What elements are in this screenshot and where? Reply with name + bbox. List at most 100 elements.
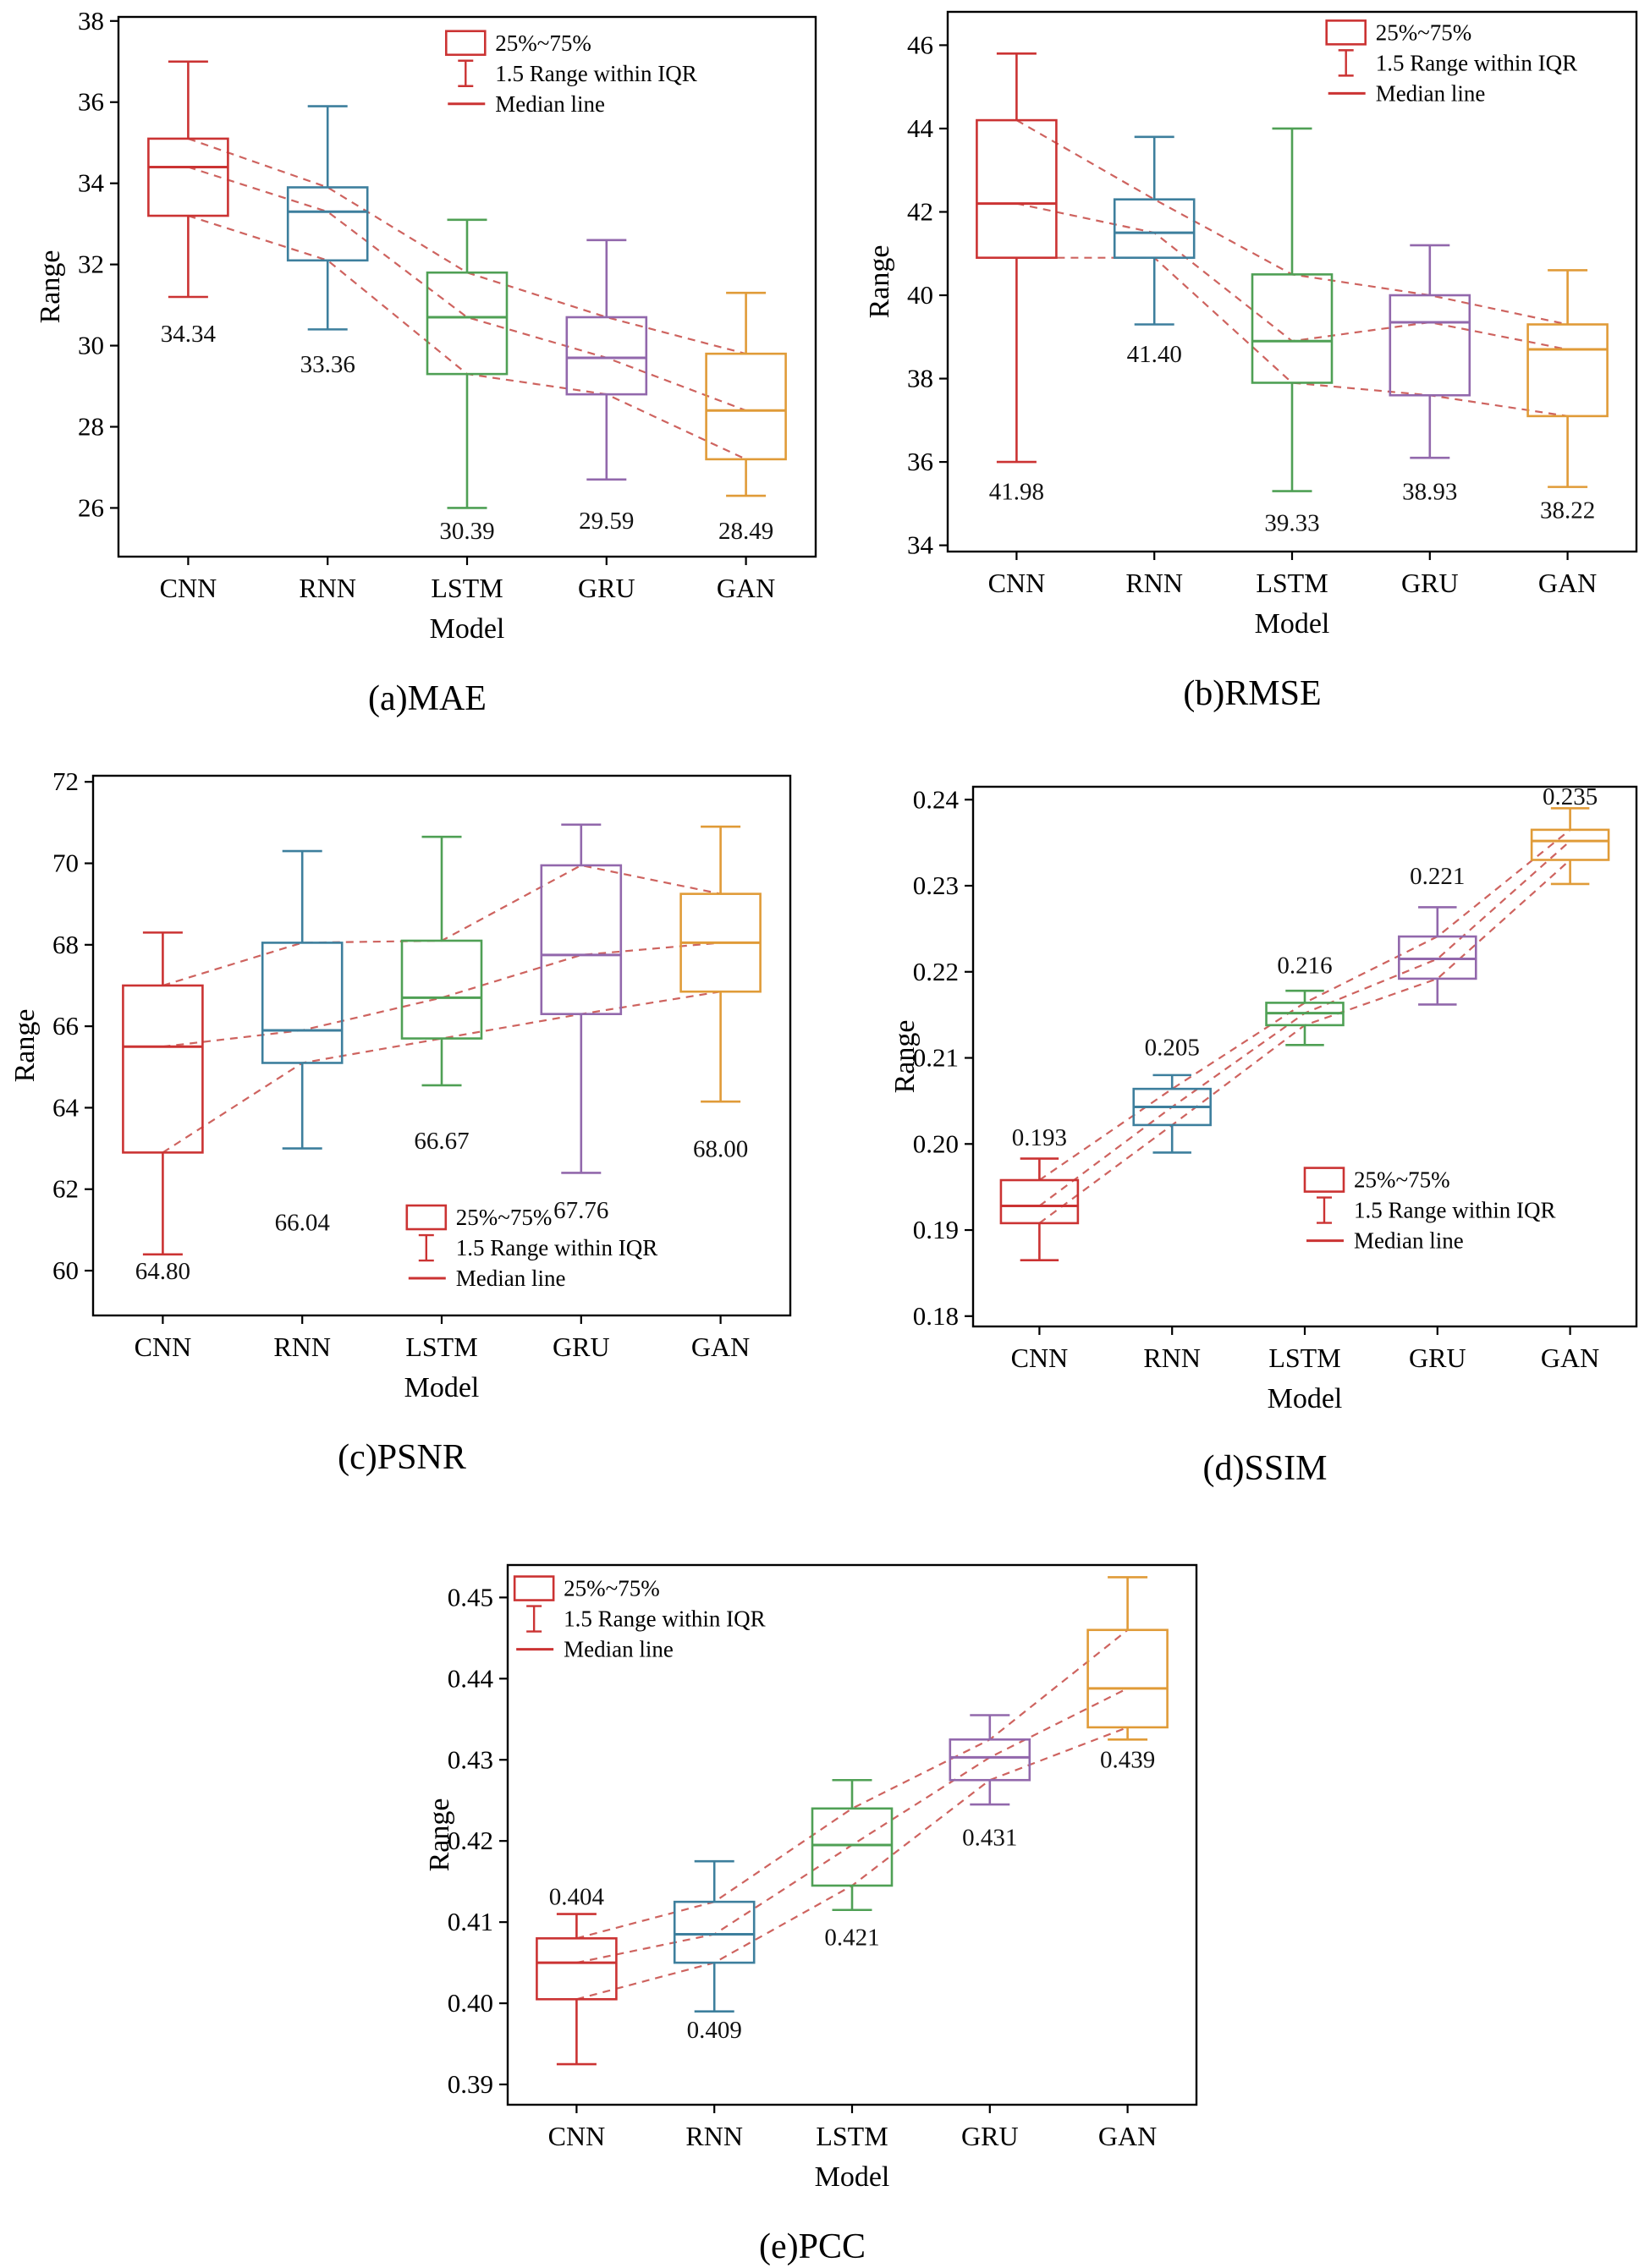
x-tick-label: LSTM <box>816 2121 888 2151</box>
box-cnn <box>147 60 229 299</box>
caption-rmse: (b)RMSE <box>1183 674 1322 713</box>
box-cnn <box>536 1913 618 2066</box>
iqr-box <box>400 939 483 1040</box>
legend-label-iqr: 25%~75% <box>456 1205 553 1230</box>
y-tick-label: 66 <box>52 1011 79 1041</box>
legend-label-iqr: 25%~75% <box>495 30 591 56</box>
value-label: 41.40 <box>1127 341 1182 368</box>
y-tick-label: 0.44 <box>448 1663 494 1693</box>
y-tick-label: 40 <box>907 280 933 310</box>
legend-label-iqr: 25%~75% <box>564 1576 660 1601</box>
iqr-box <box>1530 828 1610 861</box>
legend-label-median: Median line <box>456 1266 566 1291</box>
boxplot-ssim: 0.193 0.205 0.216 0.221 0.235 0.18 0.19 0.20 0.2… <box>880 777 1650 1428</box>
legend: 25%~75% 1.5 Range within IQR Median line <box>513 1575 766 1662</box>
panel-rmse: 41.98 41.40 39.33 38.93 38.22 34 36 38 40 42 44 46 C… <box>855 2 1650 714</box>
value-label: 38.22 <box>1540 497 1595 524</box>
legend-whisker-icon <box>1338 49 1354 77</box>
value-label: 66.04 <box>275 1209 331 1236</box>
box-lstm <box>1265 989 1345 1046</box>
y-axis-label: Range <box>864 245 895 319</box>
y-tick-label: 0.18 <box>913 1301 959 1331</box>
y-axis-label: Range <box>424 1798 455 1872</box>
value-label: 67.76 <box>553 1197 608 1224</box>
box-rnn <box>261 849 344 1150</box>
boxplot-svg: 34.34 33.36 30.39 29.59 28.49 26 28 30 32 34 36 38 C… <box>35 6 817 645</box>
x-tick-label: GRU <box>1409 1343 1466 1373</box>
legend-label-range: 1.5 Range within IQR <box>564 1606 765 1632</box>
value-label: 41.98 <box>989 479 1044 506</box>
x-tick-label: CNN <box>160 573 217 603</box>
trend-line-q3 <box>576 1628 1129 1940</box>
x-tick-label: GRU <box>553 1332 610 1362</box>
iqr-box <box>1086 1628 1169 1729</box>
box-lstm <box>1251 127 1334 492</box>
y-tick-label: 0.43 <box>448 1744 493 1774</box>
value-label: 0.221 <box>1410 863 1465 890</box>
legend-box-icon <box>444 30 487 57</box>
legend-whisker-icon <box>526 1605 542 1633</box>
box-rnn <box>286 105 369 331</box>
boxplot-svg: 64.80 66.04 66.67 67.76 68.00 60 62 64 66 68 70 72 C… <box>9 766 792 1403</box>
y-tick-label: 0.45 <box>448 1582 493 1612</box>
plot-border <box>971 785 1638 1328</box>
legend-label-iqr: 25%~75% <box>1376 19 1472 45</box>
y-tick-label: 0.40 <box>448 1988 493 2018</box>
y-tick-label: 0.20 <box>913 1129 959 1158</box>
box-gru <box>565 239 648 481</box>
boxplot-svg: 41.98 41.40 39.33 38.93 38.22 34 36 38 40 42 44 46 C… <box>864 10 1638 640</box>
y-tick-label: 26 <box>78 492 104 522</box>
trend-line-med <box>576 1687 1129 1964</box>
y-tick-label: 28 <box>78 411 104 441</box>
x-tick-label: RNN <box>685 2121 743 2151</box>
boxplot-mae: 34.34 33.36 30.39 29.59 28.49 26 28 30 32 34 36 38 C… <box>25 6 829 658</box>
iqr-box <box>147 137 229 217</box>
iqr-box <box>999 1178 1080 1225</box>
trend-line-q3 <box>1038 829 1571 1181</box>
value-label: 0.421 <box>824 1924 879 1951</box>
value-label: 0.439 <box>1100 1746 1155 1773</box>
legend: 25%~75% 1.5 Range within IQR Median line <box>1325 19 1577 106</box>
box-rnn <box>1132 1074 1212 1154</box>
panel-mae: 34.34 33.36 30.39 29.59 28.49 26 28 30 32 34 36 38 C… <box>25 6 829 719</box>
y-tick-label: 32 <box>78 250 104 279</box>
iqr-box <box>976 118 1058 259</box>
y-tick-label: 42 <box>907 196 933 226</box>
y-tick-label: 46 <box>907 30 933 59</box>
boxplot-svg: 0.193 0.205 0.216 0.221 0.235 0.18 0.19 0.20 0.2… <box>889 783 1638 1414</box>
box-gru <box>540 823 623 1174</box>
x-tick-label: LSTM <box>1256 568 1328 598</box>
legend: 25%~75% 1.5 Range within IQR Median line <box>1303 1167 1555 1254</box>
panel-ssim: 0.193 0.205 0.216 0.221 0.235 0.18 0.19 0.20 0.2… <box>880 777 1650 1489</box>
trend-line-q1 <box>576 1726 1128 2001</box>
value-label: 64.80 <box>135 1258 190 1285</box>
box-cnn <box>976 52 1058 464</box>
legend-label-range: 1.5 Range within IQR <box>456 1235 657 1260</box>
panel-pcc: 0.404 0.409 0.421 0.431 0.439 0.39 0.40 0.41 0.4… <box>415 1555 1210 2267</box>
x-tick-label: CNN <box>1011 1343 1069 1373</box>
y-tick-label: 0.22 <box>913 957 959 986</box>
x-tick-label: CNN <box>988 568 1046 598</box>
panel-psnr: 64.80 66.04 66.67 67.76 68.00 60 62 64 66 68 70 72 C… <box>0 766 804 1478</box>
x-tick-label: CNN <box>135 1332 192 1362</box>
box-lstm <box>426 218 509 509</box>
legend-label-range: 1.5 Range within IQR <box>1376 50 1577 75</box>
iqr-box <box>536 1937 618 2001</box>
y-tick-label: 0.21 <box>913 1043 959 1073</box>
value-label: 0.235 <box>1543 783 1598 810</box>
value-label: 0.193 <box>1012 1124 1067 1151</box>
y-tick-label: 70 <box>52 848 79 878</box>
iqr-box <box>286 186 369 262</box>
value-label: 33.36 <box>300 351 355 378</box>
x-tick-label: GRU <box>961 2121 1019 2151</box>
y-tick-label: 0.41 <box>448 1907 493 1936</box>
legend-label-iqr: 25%~75% <box>1354 1167 1450 1193</box>
box-rnn <box>673 1859 756 2013</box>
caption-pcc: (e)PCC <box>759 2227 866 2266</box>
x-tick-label: RNN <box>1125 568 1183 598</box>
legend-whisker-icon <box>458 59 474 87</box>
box-gru <box>949 1714 1031 1806</box>
iqr-box <box>426 271 509 376</box>
box-gan <box>705 291 787 497</box>
